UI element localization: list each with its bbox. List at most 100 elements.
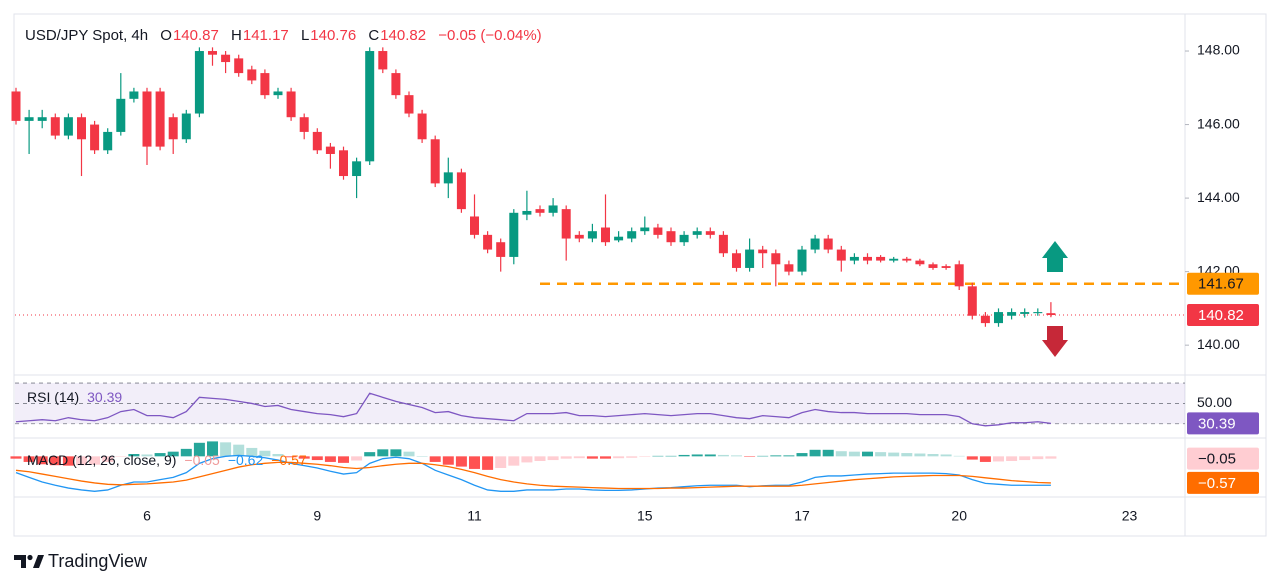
macd-histogram-bar: [914, 453, 926, 457]
candle-body: [339, 150, 348, 177]
rsi-tag-label: 30.39: [1198, 415, 1236, 432]
macd-histogram-bar: [1045, 456, 1057, 459]
macd-histogram-bar: [442, 456, 454, 465]
macd-histogram-bar: [36, 456, 48, 465]
candle-body: [417, 113, 427, 140]
candle-body: [732, 253, 741, 268]
candle-body: [63, 117, 73, 136]
macd-histogram-bar: [770, 455, 782, 457]
candle-body: [352, 161, 362, 177]
candle-body: [365, 51, 375, 162]
candle-body: [456, 172, 466, 210]
macd-histogram-bar: [600, 456, 611, 459]
macd-histogram-bar: [731, 455, 742, 457]
candle-body: [915, 260, 925, 265]
rsi-title: RSI (14): [27, 389, 80, 405]
macd-histogram-bar: [220, 442, 232, 457]
macd-histogram-bar: [23, 456, 35, 462]
candle-body: [1020, 312, 1030, 314]
chart-legend: USD/JPY Spot, 4h O140.87 H141.17 L140.76…: [25, 27, 550, 44]
macd-histogram-bar: [49, 456, 61, 466]
candle-body: [103, 131, 113, 151]
macd-histogram-bar: [717, 454, 729, 457]
ohlc-label: L: [300, 27, 310, 44]
macd-histogram-bar: [691, 454, 703, 457]
candle-body: [90, 124, 100, 151]
level-tag-label: 141.67: [1198, 276, 1244, 293]
macd-histogram-bar: [115, 456, 127, 457]
candle-body: [797, 249, 807, 272]
x-tick-label: 6: [143, 508, 151, 524]
down-arrow: [1042, 326, 1068, 357]
candle-body: [142, 91, 152, 147]
macd-histogram-bar: [665, 455, 677, 457]
macd-histogram-bar: [534, 456, 546, 461]
candle-body: [194, 51, 204, 114]
macd-histogram-bar: [678, 454, 690, 457]
macd-histogram-bar: [455, 456, 467, 467]
macd-histogram-bar: [102, 456, 114, 462]
candle-body: [325, 146, 335, 154]
candle-body: [260, 73, 270, 96]
frame: [13, 13, 1267, 537]
candle-body: [483, 234, 493, 250]
ohlc-value: 140.87: [172, 27, 219, 44]
candle-body: [823, 238, 833, 250]
y-tick-label: 140.00: [1197, 336, 1240, 352]
candle-body: [312, 131, 322, 151]
level-tag: [1187, 272, 1259, 295]
macd-readout: −0.57: [271, 452, 307, 468]
macd-histogram-bar: [626, 456, 638, 458]
macd-histogram-bar: [993, 456, 1004, 462]
candle-body: [299, 117, 309, 132]
brand-name: TradingView: [48, 551, 148, 571]
ohlc-label: O: [160, 27, 172, 44]
macd-histogram-bar: [429, 456, 441, 462]
candle-body: [129, 91, 139, 99]
candle-body: [77, 117, 86, 140]
candle-body: [902, 258, 912, 261]
macd-histogram-bar: [377, 449, 389, 457]
candle-body: [522, 210, 532, 215]
candle-body: [980, 315, 990, 324]
candle-body: [836, 249, 846, 261]
macd-title: MACD (12, 26, close, 9): [27, 452, 177, 468]
macd-histogram-bar: [508, 456, 520, 466]
arrow-head: [1042, 340, 1068, 357]
ohlc-value: 140.76: [310, 27, 357, 44]
x-tick-label: 15: [637, 508, 653, 524]
macd-histogram-bar: [62, 456, 74, 466]
y-tick-label: 146.00: [1197, 115, 1240, 131]
macd-histogram-bar: [901, 453, 913, 457]
macd-readout: −0.62: [227, 452, 264, 468]
macd-histogram-bar: [207, 441, 218, 457]
candle-body: [430, 139, 440, 184]
candle-body: [889, 258, 899, 261]
macd-histogram-bar: [809, 449, 821, 457]
macd-histogram-bar: [1032, 456, 1044, 460]
macd-histogram-bar: [272, 454, 284, 457]
signal-tag: [1187, 471, 1259, 494]
macd-histogram-bar: [862, 451, 873, 457]
macd-histogram-bar: [927, 454, 939, 457]
candle-body: [470, 216, 479, 235]
x-tick-label: 20: [951, 508, 967, 524]
macd-histogram-bar: [953, 455, 965, 457]
candle-body: [614, 236, 624, 241]
last-price-tag-label: 140.82: [1198, 307, 1244, 324]
rsi-legend: RSI (14) 30.39: [27, 389, 130, 405]
logo-shape: [14, 555, 26, 568]
macd-histogram-bar: [154, 453, 166, 457]
macd-histogram-bar: [875, 452, 887, 457]
macd-histogram-bar: [796, 453, 808, 457]
candle-body: [640, 227, 650, 232]
candle-body: [627, 231, 637, 239]
macd-histogram-bar: [639, 456, 651, 457]
candle-body: [771, 253, 781, 265]
change: −0.05 (−0.04%): [438, 27, 542, 44]
candle-body: [378, 51, 388, 70]
last-price-tag: [1187, 304, 1259, 327]
macd-histogram-bar: [1019, 456, 1031, 461]
macd-line: [15, 454, 1051, 492]
